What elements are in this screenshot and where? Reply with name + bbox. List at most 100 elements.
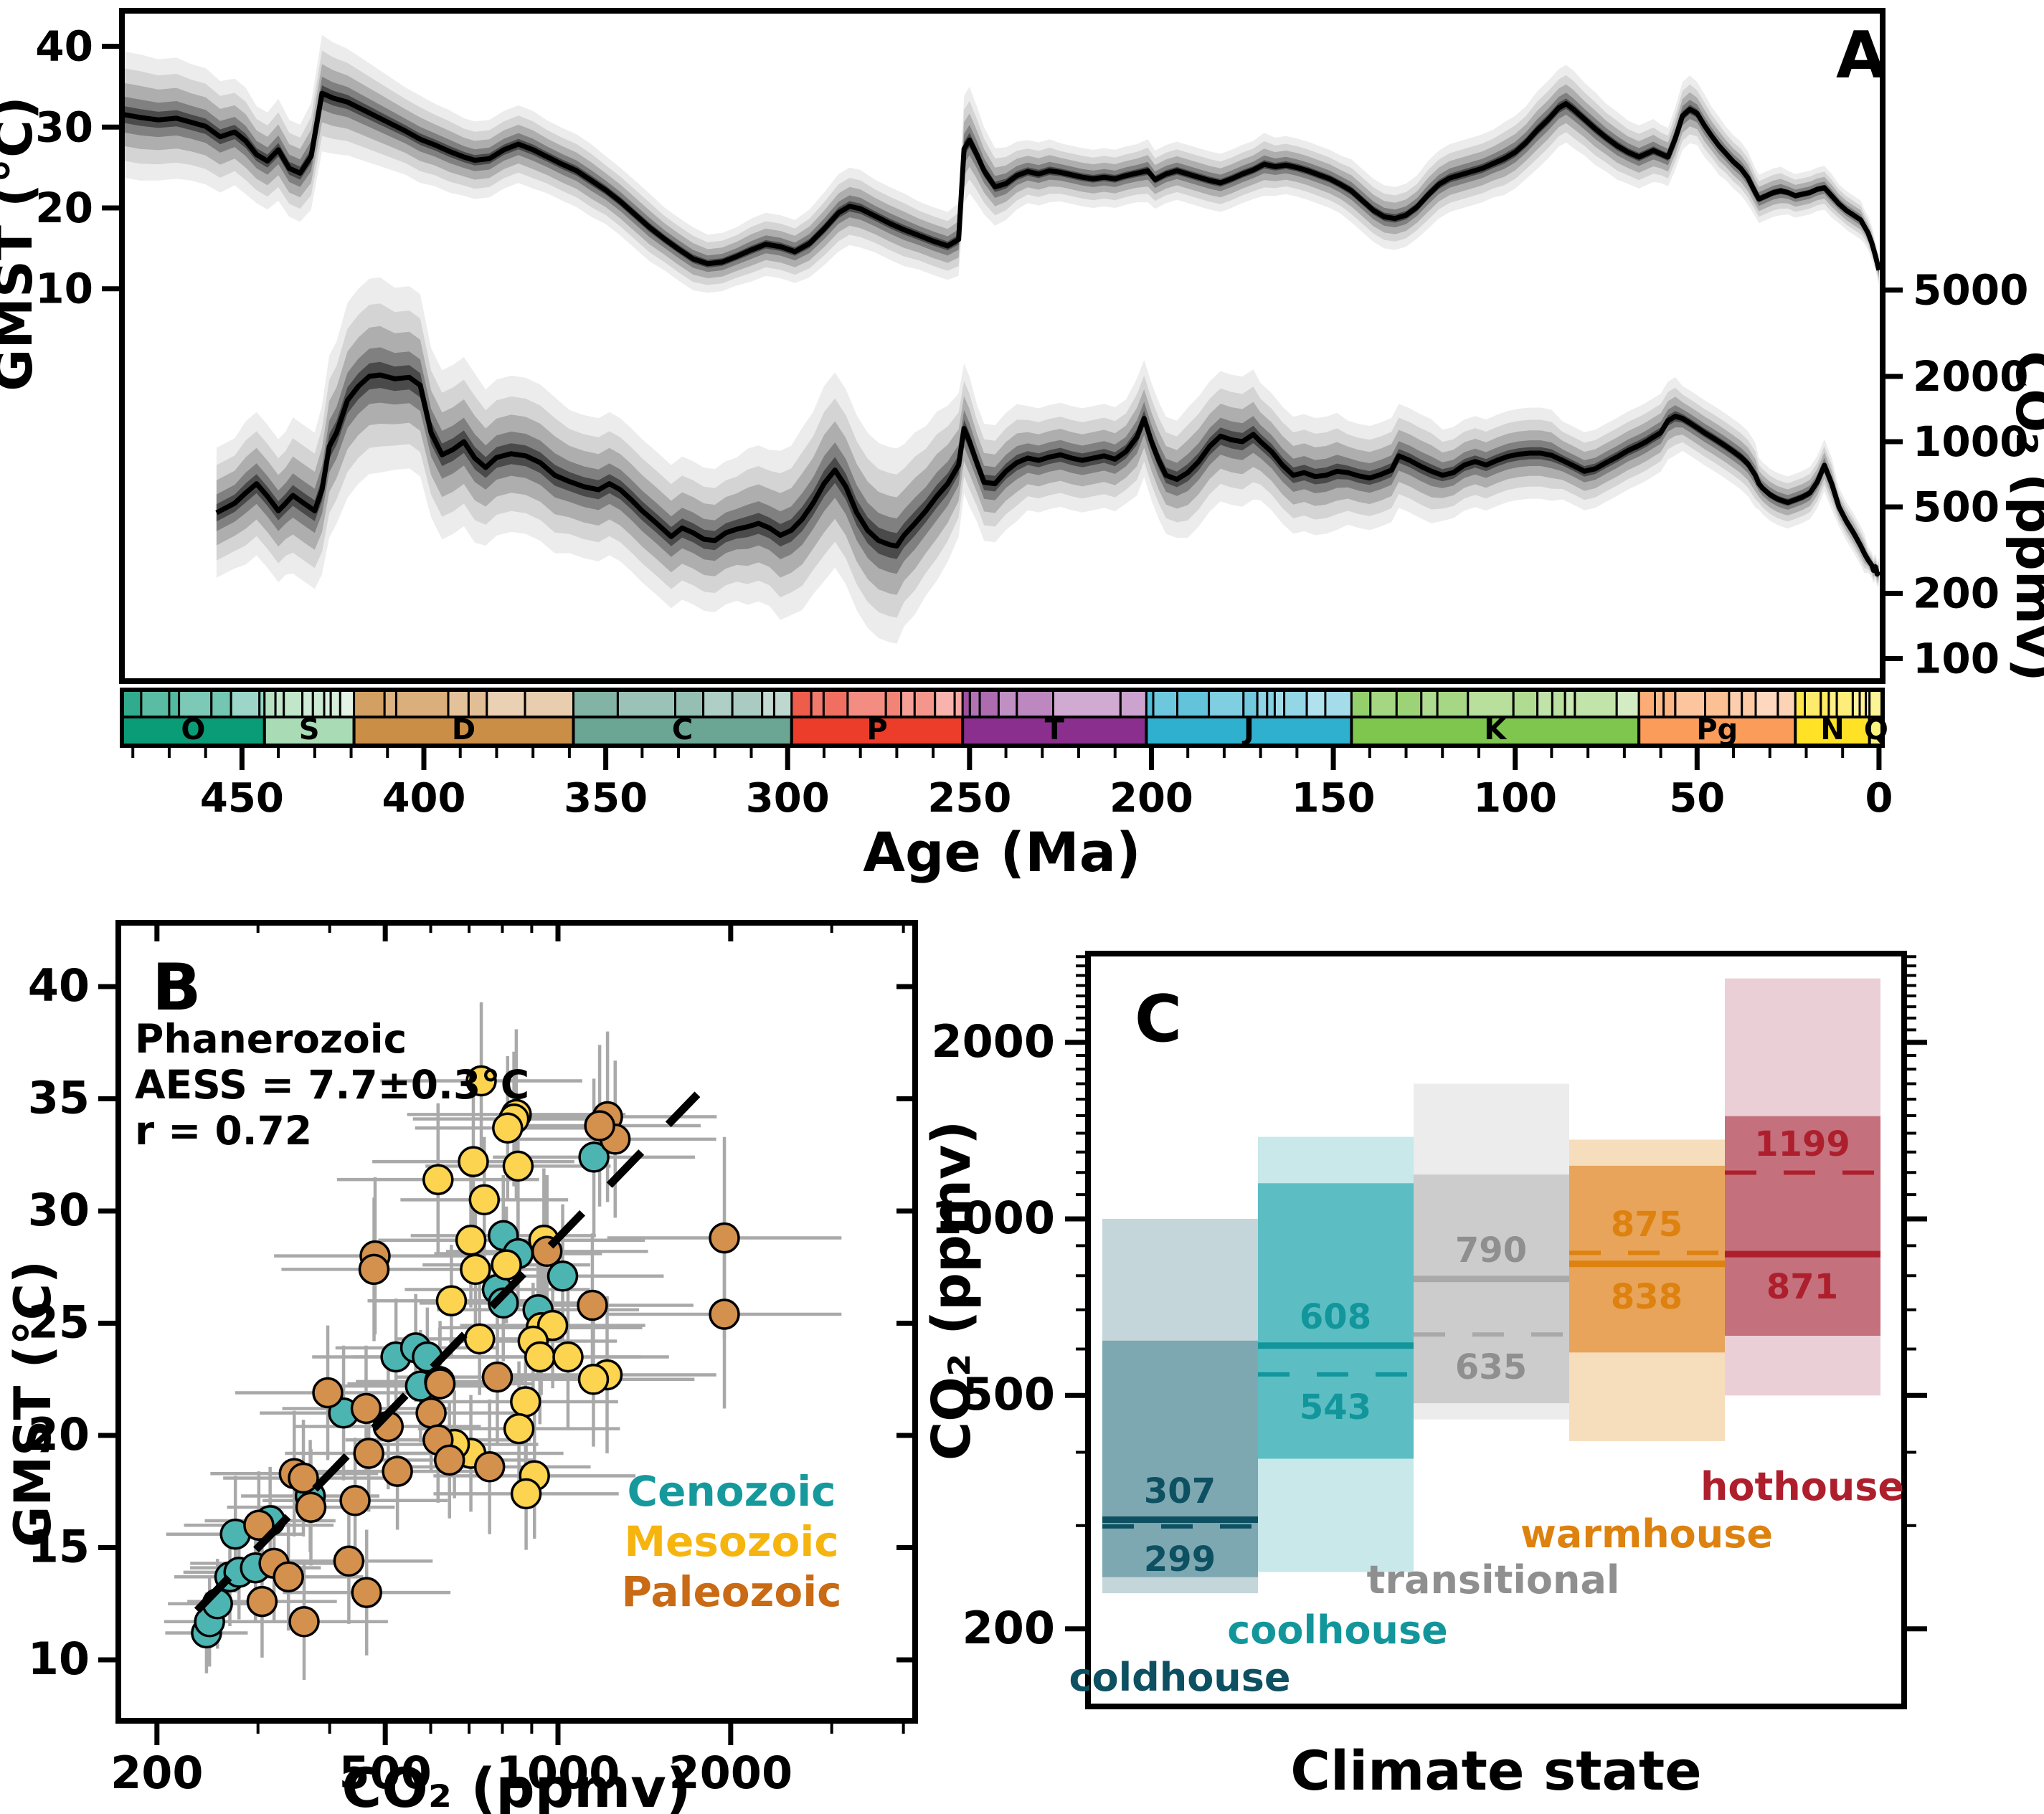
panel-c-xlabel-climate-state: Climate state [1290,1739,1701,1803]
period-label-O: O [181,713,205,746]
scatter-point-cenozoic [578,1141,610,1173]
panel-b-xlabel-co2: CO₂ (ppmv) [341,1756,691,1814]
period-cell-D [352,716,575,747]
stage-cell-K [1369,688,1398,718]
gmst-tick-label: 10 [35,265,93,313]
stage-cell-C [761,688,775,718]
coolhouse-mean-value: 543 [1300,1387,1371,1428]
co2-c-tick-label: 1000 [931,1192,1055,1244]
co2-tick-label: 1000 [1913,417,2028,466]
scatter-point-paleozoic [350,1392,382,1425]
gmst-uncertainty-band [122,64,1879,279]
period-label-K: K [1484,713,1508,746]
scatter-point-mesozoic [422,1164,454,1195]
gmst-tick-label: 30 [35,103,93,151]
stage-cell-N [1804,688,1822,718]
scatter-point-paleozoic [243,1509,275,1541]
stage-cell-S [339,688,356,718]
scatter-point-mesozoic [577,1364,610,1395]
stage-cell-K [1436,688,1470,718]
stage-cell-P [822,688,849,718]
scatter-point-mesozoic [510,1478,542,1510]
panel-a-xlabel-age: Age (Ma) [863,820,1141,884]
stage-cell-T [1119,688,1148,718]
stage-cell-P [810,688,825,718]
scatter-point-paleozoic [353,1438,384,1469]
scatter-point-paleozoic [333,1545,365,1577]
transitional-label: transitional [1367,1557,1620,1602]
stage-cell-T [961,688,971,718]
age-tick-label: 200 [1109,775,1193,822]
age-tick-label: 50 [1669,775,1725,822]
scatter-point-paleozoic [382,1456,413,1487]
scatter-point-mesozoic [502,1150,534,1182]
stage-cell-K [1563,688,1576,718]
range-inner-hothouse [1725,1116,1880,1336]
stage-cell-C [773,688,793,718]
stage-cell-S [263,688,277,718]
stage-cell-Pg [1654,688,1665,718]
scatter-point-mesozoic [460,1253,491,1286]
stage-cell-S [274,688,285,718]
scatter-point-paleozoic [288,1606,320,1638]
scatter-point-paleozoic [273,1561,304,1592]
co2-x-tick-label: 200 [110,1747,203,1799]
co2-tick-label: 100 [1913,635,2000,683]
co2-line [215,372,1881,577]
range-inner-transitional [1414,1174,1569,1404]
scatter-point-paleozoic [433,1444,465,1476]
stage-cell-D [395,688,450,718]
stage-cell-D [383,688,397,718]
co2-c-tick-label: 500 [962,1368,1055,1420]
stage-cell-Pg [1741,688,1757,718]
scatter-point-paleozoic [415,1397,447,1429]
stage-cell-Pg [1637,688,1656,718]
scatter-point-paleozoic [709,1222,740,1254]
hothouse-median-value: 871 [1766,1267,1838,1307]
stage-cell-J [1152,688,1178,718]
scatter-point-paleozoic [246,1585,278,1618]
panel-b-annotation-r: r = 0.72 [135,1108,312,1154]
stage-cell-K [1536,688,1553,718]
scatter-point-paleozoic [481,1361,514,1393]
period-label-D: D [452,713,475,746]
gmst-y-tick-label: 20 [28,1408,90,1461]
stage-cell-O [210,688,232,718]
scatter-point-paleozoic [577,1289,608,1321]
age-tick-label: 350 [564,775,648,822]
scatter-point-mesozoic [465,1065,497,1097]
gmst-y-tick-label: 30 [28,1184,90,1236]
scatter-point-mesozoic [524,1341,556,1373]
panel-a-letter: A [1836,18,1886,93]
panel-c-frame [1085,951,1907,1709]
hothouse-label: hothouse [1700,1464,1904,1509]
legend-cenozoic: Cenozoic [628,1467,836,1516]
stage-cell-O [178,688,213,718]
age-tick-label: 450 [200,775,284,822]
panel-c-letter: C [1135,982,1182,1057]
stage-cell-N [1794,688,1807,718]
stage-cell-P [790,688,813,718]
age-tick-label: 150 [1292,775,1376,822]
gmst-y-tick-label: 40 [28,959,90,1012]
panel-a-ylabel-co2: CO₂ (ppmv) [2005,351,2044,682]
warmhouse-median-value: 838 [1611,1277,1683,1317]
panel-c-climate-state-co2-ranges: 200 500 1000 2000 [931,951,1927,1709]
stage-cell-C [702,688,734,718]
coldhouse-mean-value: 299 [1144,1539,1216,1580]
stage-cell-K [1615,688,1640,718]
scatter-point-paleozoic [351,1577,382,1608]
stage-cell-Pg [1776,688,1797,718]
stage-cell-P [953,688,964,718]
period-cell-T [961,716,1148,747]
scatter-point-paleozoic [473,1451,506,1483]
stage-cell-J [1176,688,1211,718]
scatter-point-cenozoic [547,1260,579,1292]
stage-cell-D [524,688,574,718]
age-tick-label: 400 [382,775,466,822]
panel-b-gmst-vs-co2-scatter: 200 500 1000 2000 10 15 20 25 30 35 40 [28,920,918,1799]
warmhouse-label: warmhouse [1520,1511,1773,1557]
scatter-point-paleozoic [312,1377,344,1409]
